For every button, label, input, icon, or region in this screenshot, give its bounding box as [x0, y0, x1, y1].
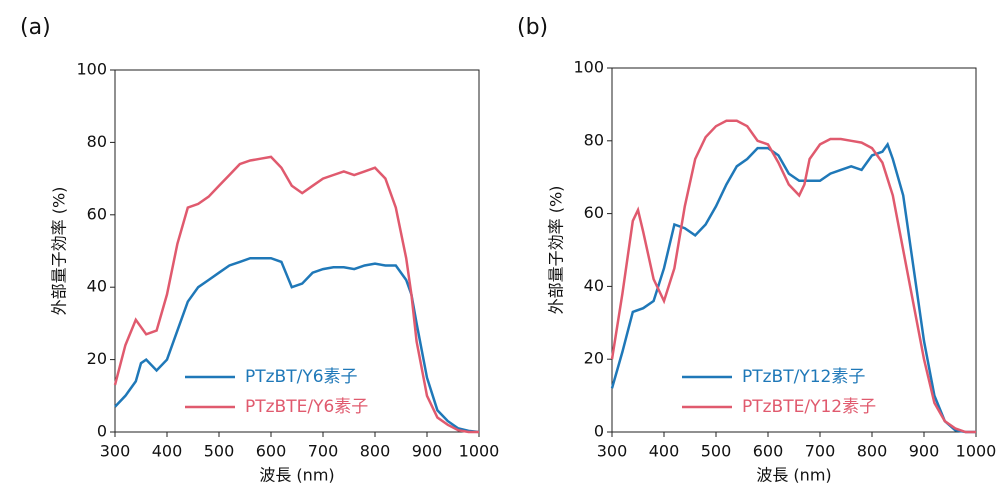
panel-label: (b)	[517, 15, 548, 40]
chart-panel: (a) 300 400 500 600 700 800 900 1000 0 20 40 60 80 100…	[20, 15, 499, 485]
x-tick-label: 900	[412, 442, 443, 461]
x-tick-label: 700	[308, 442, 339, 461]
x-tick-label: 500	[204, 442, 235, 461]
y-tick-label: 60	[87, 204, 107, 223]
x-tick-label: 500	[701, 442, 732, 461]
x-tick-label: 600	[753, 442, 784, 461]
x-tick-label: 700	[805, 442, 836, 461]
y-tick-label: 80	[584, 130, 604, 149]
legend-label: PTzBTE/Y6素子	[245, 397, 368, 417]
plot-frame	[114, 69, 480, 433]
series-line	[610, 119, 976, 434]
chart-panel: (b) 300 400 500 600 700 800 900 1000 0 20 40 60 80 100…	[517, 15, 996, 485]
y-tick-label: 40	[87, 277, 107, 296]
x-axis-label: 波長 (nm)	[756, 466, 831, 485]
y-tick-label: 20	[87, 349, 107, 368]
x-tick-label: 1000	[956, 442, 997, 461]
y-tick-label: 100	[76, 60, 107, 79]
x-tick-label: 1000	[459, 442, 500, 461]
x-tick-label: 900	[909, 442, 940, 461]
x-tick-label: 300	[100, 442, 131, 461]
x-axis-label: 波長 (nm)	[259, 466, 334, 485]
x-tick-label: 300	[597, 442, 628, 461]
y-axis-label: 外部量子効率 (%)	[50, 187, 69, 316]
x-tick-label: 800	[360, 442, 391, 461]
y-tick-label: 0	[97, 422, 107, 441]
plot-frame	[611, 67, 977, 433]
series-line	[610, 141, 976, 434]
y-tick-label: 60	[584, 203, 604, 222]
legend-label: PTzBT/Y6素子	[245, 367, 358, 387]
x-tick-label: 400	[152, 442, 183, 461]
y-tick-label: 20	[584, 349, 604, 368]
series-line	[113, 155, 479, 434]
series-line	[114, 256, 480, 434]
x-tick-label: 800	[857, 442, 888, 461]
y-tick-label: 0	[594, 422, 604, 441]
legend-label: PTzBT/Y12素子	[742, 367, 865, 387]
y-axis-label: 外部量子効率 (%)	[547, 186, 566, 315]
panel-label: (a)	[20, 15, 51, 40]
x-tick-label: 600	[256, 442, 287, 461]
legend-label: PTzBTE/Y12素子	[742, 397, 876, 417]
x-tick-label: 400	[649, 442, 680, 461]
y-tick-label: 100	[573, 58, 604, 77]
y-tick-label: 40	[584, 276, 604, 295]
y-tick-label: 80	[87, 132, 107, 151]
